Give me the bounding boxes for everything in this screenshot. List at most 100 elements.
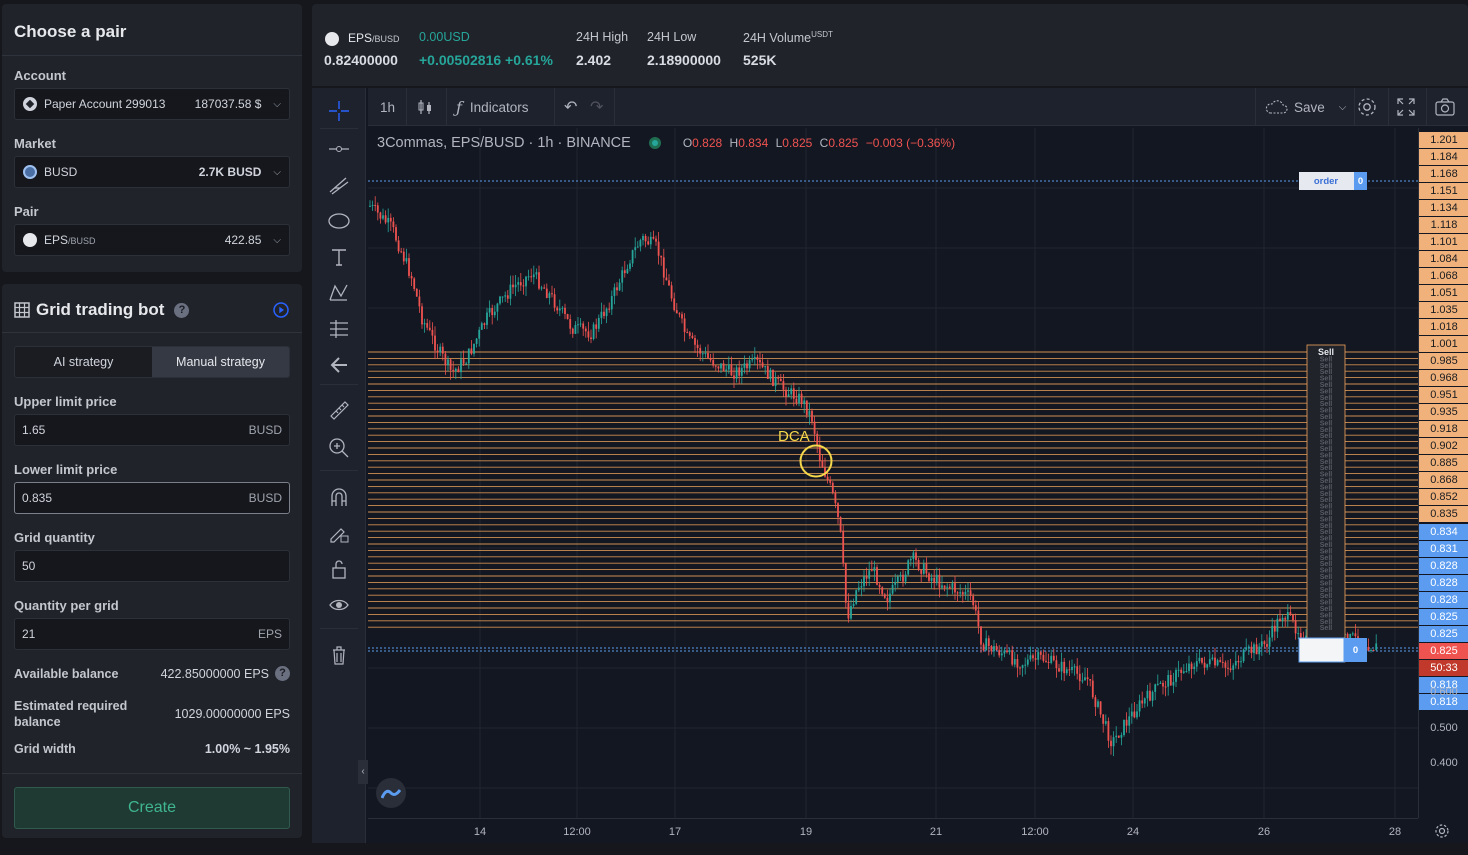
magnet-icon[interactable] xyxy=(325,483,353,511)
settings-gear-icon[interactable] xyxy=(1356,88,1378,126)
back-arrow-icon[interactable] xyxy=(325,351,353,379)
create-button[interactable]: Create xyxy=(14,787,290,829)
collapse-toolbar-icon[interactable]: ‹ xyxy=(358,760,368,784)
candle-body xyxy=(605,308,608,317)
undo-icon[interactable]: ↶ xyxy=(564,99,578,116)
candle-body xyxy=(800,393,803,404)
indicators-button[interactable]: ƒ Indicators xyxy=(456,88,528,126)
help-icon[interactable]: ? xyxy=(275,666,290,681)
candle-body xyxy=(1081,680,1084,682)
chevron-down-icon: ⌵ xyxy=(273,166,281,178)
candle-body xyxy=(590,337,592,339)
candle-body xyxy=(1013,659,1016,665)
crosshair-icon[interactable] xyxy=(325,97,353,125)
candle-body xyxy=(707,352,709,359)
candle-body xyxy=(465,363,468,365)
shape-icon[interactable] xyxy=(325,207,353,235)
candle-body xyxy=(504,295,507,297)
candle-body xyxy=(478,329,481,339)
time-axis[interactable]: 14 12:00 17 19 21 12:00 24 26 28 xyxy=(368,818,1418,843)
save-button[interactable]: Save ⌵ xyxy=(1264,88,1346,126)
candle-body xyxy=(384,215,387,223)
estimated-label-line2: balance xyxy=(14,715,61,729)
candle-body xyxy=(954,583,956,593)
lower-limit-input[interactable]: 0.835 BUSD xyxy=(14,482,290,514)
candle-body xyxy=(457,368,460,373)
candle-body xyxy=(868,570,871,579)
candle-body xyxy=(935,574,938,583)
candle-body xyxy=(1065,669,1068,674)
buy-level-label: 0.831 xyxy=(1419,541,1468,557)
trend-line-icon[interactable] xyxy=(325,171,353,199)
sell-level-label: 1.168 xyxy=(1419,166,1468,182)
account-select[interactable]: Paper Account 299013 187037.58 $ ⌵ xyxy=(14,88,290,120)
candle-body xyxy=(441,346,444,354)
help-icon[interactable]: ? xyxy=(174,302,190,318)
legend-title: 3Commas, EPS/BUSD · 1h · BINANCE xyxy=(377,135,631,151)
grid-width-value: 1.00% ~ 1.95% xyxy=(204,742,290,756)
eye-icon[interactable] xyxy=(325,591,353,619)
candle-body xyxy=(389,217,392,222)
candle-body xyxy=(798,393,800,404)
candle-body xyxy=(428,327,431,330)
quantity-per-grid-input[interactable]: 21 EPS xyxy=(14,618,290,650)
prediction-icon[interactable] xyxy=(325,315,353,343)
dca-marker-circle xyxy=(799,444,833,478)
play-video-icon[interactable] xyxy=(273,302,289,318)
zoom-in-icon[interactable] xyxy=(325,434,353,462)
tab-manual-strategy[interactable]: Manual strategy xyxy=(152,347,289,377)
buy-level-label: 0.828 xyxy=(1419,592,1468,608)
candle-body xyxy=(998,650,1001,656)
candle-body xyxy=(1149,690,1151,701)
sell-level-label: 1.118 xyxy=(1419,217,1468,233)
tab-ai-strategy[interactable]: AI strategy xyxy=(15,347,152,377)
market-select[interactable]: BUSD 2.7K BUSD ⌵ xyxy=(14,156,290,188)
interval-button[interactable]: 1h xyxy=(380,99,396,115)
candle-body xyxy=(811,410,813,422)
pattern-icon[interactable] xyxy=(325,279,353,307)
horizontal-line-icon[interactable] xyxy=(325,135,353,163)
time-tick-label: 12:00 xyxy=(563,826,591,838)
sell-order-label: Sell xyxy=(1320,427,1333,434)
busd-coin-icon xyxy=(23,165,37,179)
chart-container[interactable]: 1h ƒ Indicators ↶ ↷ Save ⌵ xyxy=(312,88,1468,843)
upper-limit-input[interactable]: 1.65 BUSD xyxy=(14,414,290,446)
candle-body xyxy=(1052,655,1055,661)
fullscreen-icon[interactable] xyxy=(1396,88,1416,126)
pair-select[interactable]: EPS/BUSD 422.85 ⌵ xyxy=(14,224,290,256)
grid-quantity-input[interactable]: 50 xyxy=(14,550,290,582)
candle-body xyxy=(1292,614,1294,621)
buy-level-label: 0.834 xyxy=(1419,524,1468,540)
camera-icon[interactable] xyxy=(1434,88,1456,126)
redo-icon[interactable]: ↷ xyxy=(590,99,604,116)
candle-body xyxy=(644,235,647,242)
unlock-icon[interactable] xyxy=(325,555,353,583)
estimated-balance-label: Estimated required balance xyxy=(14,698,127,730)
current-price-label: 0.825 xyxy=(1419,643,1468,659)
tradingview-logo-icon[interactable] xyxy=(376,778,406,808)
candle-body xyxy=(738,367,741,376)
grid-quantity-value: 50 xyxy=(22,559,36,573)
candle-body xyxy=(1375,643,1378,651)
text-tool-icon[interactable] xyxy=(325,243,353,271)
h-label: H xyxy=(729,136,739,150)
sell-order-label: Sell xyxy=(1318,347,1334,357)
candle-body xyxy=(894,581,897,585)
candle-body xyxy=(1112,737,1115,747)
sell-order-label: Sell xyxy=(1320,446,1333,453)
trash-icon[interactable] xyxy=(325,641,353,669)
candle-body xyxy=(948,586,951,588)
candle-type-icon[interactable] xyxy=(416,88,434,126)
candle-body xyxy=(1117,735,1120,738)
h-value: 0.834 xyxy=(738,136,769,150)
ruler-icon[interactable] xyxy=(325,396,353,424)
candle-body xyxy=(917,559,920,570)
price-chart-canvas[interactable]: DCASellSellSellSellSellSellSellSellSellS… xyxy=(312,88,1468,843)
candle-body xyxy=(941,585,943,588)
axis-settings-gear-icon[interactable] xyxy=(1434,823,1450,844)
sell-order-label: Sell xyxy=(1320,625,1333,632)
bot-title: Grid trading bot xyxy=(36,300,165,319)
candle-body xyxy=(488,307,491,313)
price-scale[interactable]: 1.201 1.184 1.168 1.151 1.134 1.118 1.101 1.084… xyxy=(1418,128,1468,818)
lock-drawing-icon[interactable] xyxy=(325,519,353,547)
